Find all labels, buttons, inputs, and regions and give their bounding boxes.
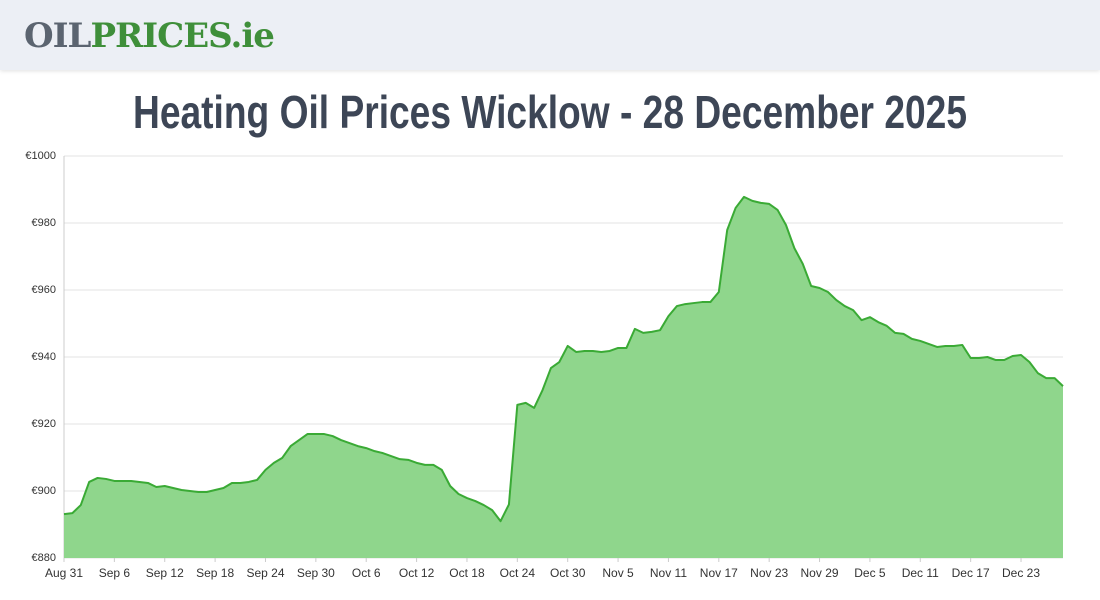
- x-tick-label: Sep 12: [146, 566, 184, 580]
- x-tick-label: Oct 12: [399, 566, 435, 580]
- x-tick-label: Dec 5: [854, 566, 886, 580]
- x-tick-label: Dec 23: [1002, 566, 1040, 580]
- x-tick-label: Oct 30: [550, 566, 586, 580]
- x-tick-label: Sep 24: [246, 566, 284, 580]
- y-tick-label: €940: [32, 351, 56, 363]
- logo-part: OIL: [24, 16, 91, 56]
- x-tick-label: Oct 6: [352, 566, 381, 580]
- chart-title: Heating Oil Prices Wicklow - 28 December…: [133, 86, 967, 138]
- x-tick-label: Nov 17: [700, 566, 738, 580]
- x-tick-label: Sep 6: [99, 566, 131, 580]
- x-tick-label: Aug 31: [45, 566, 83, 580]
- y-tick-label: €1000: [25, 150, 56, 162]
- line: [63, 195, 1064, 523]
- x-tick-label: Oct 24: [500, 566, 536, 580]
- area: [64, 196, 1063, 558]
- x-tick-label: Nov 29: [801, 566, 839, 580]
- y-tick-label: €900: [32, 485, 56, 497]
- logo[interactable]: OILPRICES.ie: [24, 16, 275, 56]
- header: OILPRICES.ie: [0, 0, 1100, 70]
- x-tick-label: Nov 11: [650, 566, 687, 580]
- logo-part: .ie: [230, 16, 274, 56]
- y-tick-label: €980: [32, 217, 56, 229]
- x-tick-label: Oct 18: [449, 566, 485, 580]
- x-tick-label: Sep 30: [297, 566, 335, 580]
- chart: Heating Oil Prices Wicklow - 28 December…: [25, 86, 1064, 580]
- y-tick-label: €880: [32, 552, 56, 564]
- x-tick-label: Nov 23: [750, 566, 788, 580]
- x-tick-label: Dec 17: [952, 566, 990, 580]
- x-tick-label: Dec 11: [902, 566, 939, 580]
- x-tick-label: Nov 5: [602, 566, 634, 580]
- logo-part: PRICES: [90, 16, 231, 56]
- y-tick-label: €960: [32, 284, 56, 296]
- x-tick-label: Sep 18: [196, 566, 234, 580]
- y-tick-label: €920: [32, 418, 56, 430]
